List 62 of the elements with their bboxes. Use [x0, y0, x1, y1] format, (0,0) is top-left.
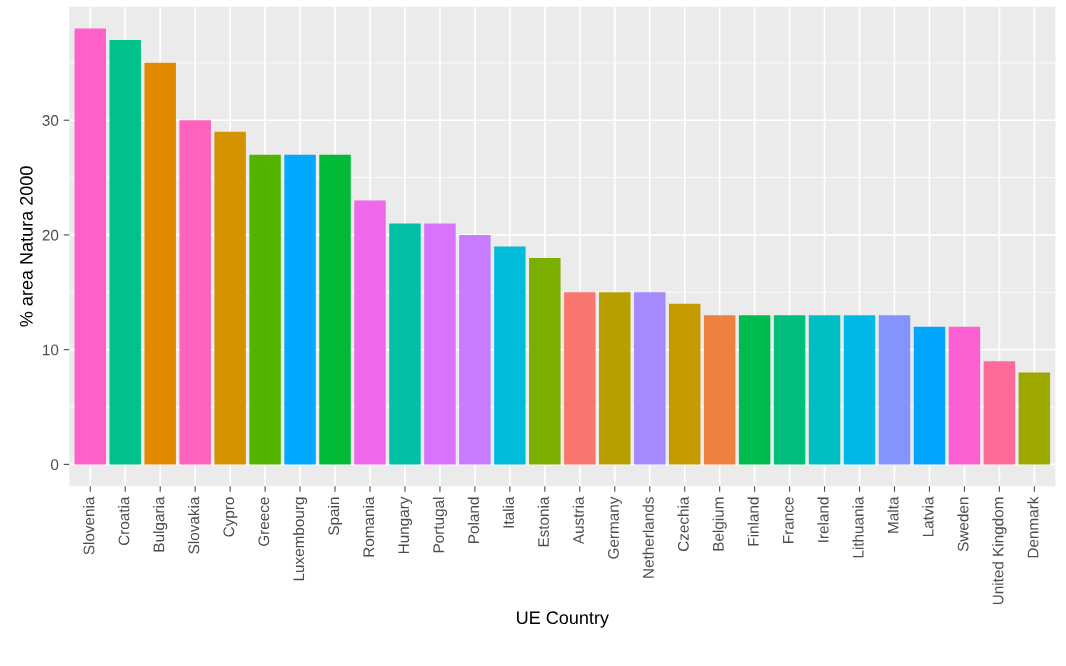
x-tick-label: Cypro: [223, 497, 238, 537]
bar: [459, 234, 491, 465]
x-tick-label: Czechia: [677, 496, 689, 552]
x-tick-label: Portugal: [432, 497, 448, 553]
bar: [109, 39, 141, 465]
x-tick-label: Denmark: [1027, 496, 1039, 558]
bar: [913, 326, 946, 465]
y-tick-label: 10: [43, 344, 59, 356]
x-tick-label: Austria: [572, 496, 584, 545]
x-tick-label: Sweden: [957, 497, 969, 552]
bar: [284, 154, 316, 465]
x-tick-label: Greece: [258, 497, 270, 546]
x-tick-label: Spain: [327, 497, 343, 535]
x-tick-label: Ireland: [817, 497, 829, 542]
bar: [319, 154, 351, 465]
y-axis-title: % area Natura 2000: [19, 166, 33, 327]
bar: [843, 315, 876, 465]
x-tick-label: Malta: [887, 496, 899, 533]
bar: [808, 315, 841, 465]
x-tick-label: Croatia: [118, 496, 130, 546]
x-tick-label: Slovakia: [188, 496, 200, 554]
x-tick-label: Belgium: [712, 497, 727, 551]
x-tick-label: Estonia: [537, 496, 549, 547]
bar: [389, 223, 421, 465]
bar: [494, 246, 526, 465]
bar: [249, 154, 281, 465]
bar: [354, 200, 386, 465]
x-tick-label: Germany: [608, 496, 622, 559]
bar: [529, 257, 561, 465]
x-tick-label: France: [783, 497, 794, 543]
bar: [424, 223, 456, 465]
bar: [214, 131, 246, 465]
bar: [144, 62, 176, 465]
bar: [1018, 372, 1051, 465]
bar: [773, 315, 806, 465]
bar: [878, 315, 911, 465]
x-tick-label: Hungary: [398, 496, 413, 554]
x-tick-label: Luxembourg: [292, 497, 308, 581]
x-tick-label: United Kingdom: [992, 497, 1007, 605]
y-tick-label: 30: [42, 115, 59, 126]
bar: [738, 315, 771, 465]
x-tick-label: Italia: [502, 496, 514, 528]
x-axis-title: UE Country: [517, 611, 609, 628]
bar: [74, 28, 106, 465]
bar: [634, 292, 666, 465]
x-tick-label: Bulgaria: [153, 496, 168, 552]
x-tick-label: Latvia: [922, 496, 934, 537]
bar: [599, 292, 631, 465]
bar: [703, 315, 736, 465]
bar: [948, 326, 981, 465]
x-tick-label: Slovenia: [83, 496, 95, 555]
bar: [983, 361, 1016, 465]
x-tick-label: Finland: [747, 497, 759, 546]
x-tick-label: Romania: [362, 496, 375, 557]
bar: [179, 120, 211, 465]
x-tick-label: Lithuania: [852, 496, 864, 558]
bar: [668, 303, 701, 465]
x-tick-label: Netherlands: [642, 497, 654, 578]
x-tick-label: Poland: [467, 497, 479, 543]
y-tick-label: 20: [42, 229, 59, 241]
bar: [564, 292, 596, 465]
y-tick-label: 0: [50, 459, 59, 471]
